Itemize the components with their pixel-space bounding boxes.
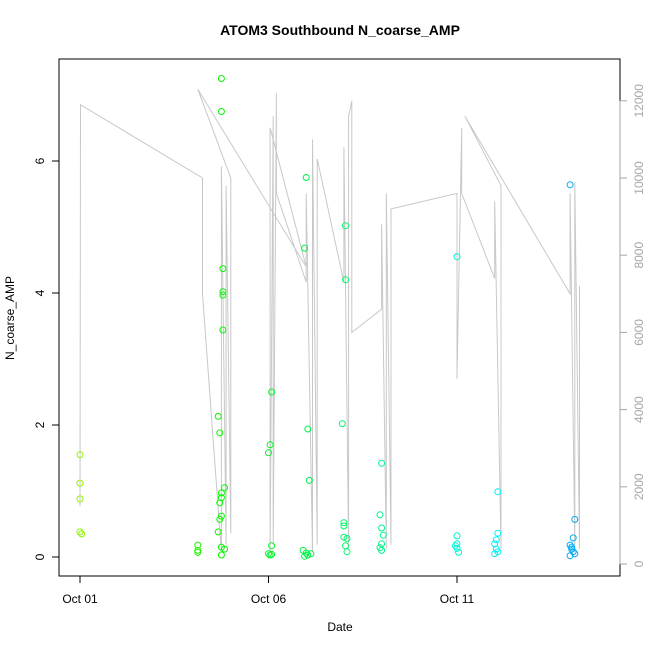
data-point [494,488,502,496]
data-point [265,550,272,558]
data-point [221,484,228,492]
chart-title: ATOM3 Southbound N_coarse_AMP [220,22,460,38]
data-point [216,515,224,523]
data-point [217,75,225,82]
data-point [216,429,224,437]
data-point [307,550,315,558]
data-point [217,551,225,559]
data-point [219,291,227,299]
data-point [343,535,351,542]
data-point [194,541,202,549]
data-point [304,551,312,559]
data-point [492,536,500,544]
data-point [219,265,227,273]
data-point [219,288,227,296]
data-point [342,542,349,550]
data-point [455,548,463,556]
y-tick-right-label: 2000 [632,473,646,500]
x-tick-label: Oct 11 [440,592,475,606]
y-tick-right-label: 10000 [632,161,646,195]
data-point [494,548,502,556]
data-point [340,522,348,530]
data-point [453,253,461,261]
data-point [217,108,225,115]
data-point [338,420,346,428]
y-tick-right-label: 4000 [632,396,646,423]
data-point [217,489,225,497]
data-point [78,530,86,538]
background-series-line [79,88,580,553]
x-tick-label: Oct 01 [62,592,98,606]
data-point [494,529,502,537]
data-point [266,441,274,449]
data-point [340,533,348,541]
data-point [566,181,574,189]
y-axis-label: N_coarse_AMP [3,276,17,360]
data-point [566,552,574,560]
data-point [194,548,202,556]
data-point [301,552,309,560]
data-point [305,476,313,484]
data-point [76,451,84,459]
data-point [268,550,276,558]
data-point [379,531,387,539]
data-point [376,511,384,519]
y-tick-left-label: 6 [33,157,47,164]
data-point [265,449,272,457]
y-tick-right-label: 8000 [632,242,646,269]
data-point [378,459,386,467]
data-point [268,542,276,550]
data-point [451,542,459,550]
x-tick-label: Oct 06 [251,592,287,606]
data-point [453,540,461,548]
data-point [301,244,309,252]
data-point [214,412,222,420]
data-point [76,479,84,487]
y-tick-right-label: 6000 [632,319,646,346]
data-point [302,549,310,557]
data-point [568,543,576,551]
y-tick-left-label: 4 [33,289,47,296]
background-line [79,88,580,553]
data-point [216,499,224,507]
data-point [304,425,312,433]
data-point [566,541,574,549]
y-tick-right-label: 12000 [632,84,646,118]
y-tick-left-label: 2 [33,421,47,428]
data-point [571,515,579,523]
y-tick-left-label: 0 [33,553,47,560]
data-point [378,524,386,532]
data-point [342,222,349,230]
data-point [76,528,84,536]
data-point [342,276,349,284]
y-axis-left: 0 2 4 6 [33,157,60,560]
data-points [76,75,579,560]
plot-frame [58,58,621,577]
data-point [214,528,222,536]
data-point [378,540,386,548]
y-tick-right-label: 0 [632,560,646,567]
data-point [217,512,225,520]
y-axis-right: 0 2000 4000 6000 8000 10000 12000 [619,84,646,567]
data-point [453,532,461,540]
data-point [378,546,386,554]
data-point [268,388,276,396]
data-point [302,174,310,181]
data-point [569,534,577,542]
data-point [194,546,202,554]
data-point [221,545,228,553]
data-point [340,519,348,527]
data-point [219,326,227,334]
data-point [76,495,84,503]
x-axis-label: Date [327,620,353,634]
data-point [343,548,351,556]
data-point [571,550,579,558]
x-axis: Oct 01 Oct 06 Oct 11 [62,575,475,606]
